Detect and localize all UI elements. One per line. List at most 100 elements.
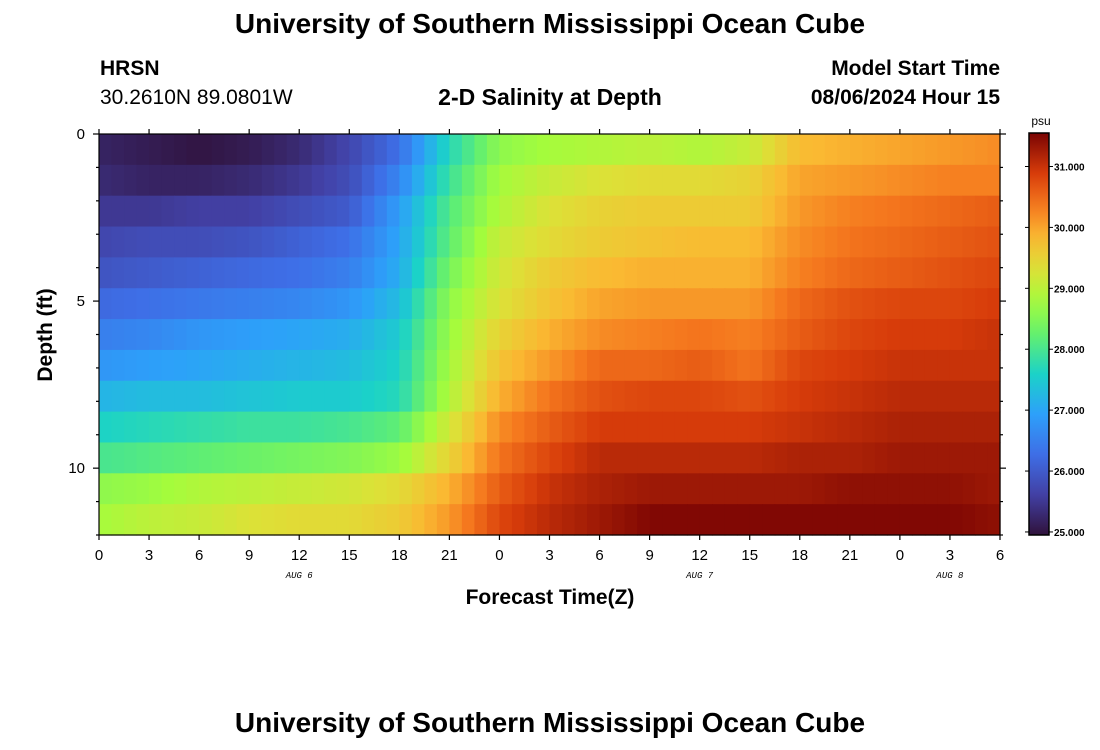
- heatmap-cell: [486, 257, 501, 289]
- heatmap-cell: [699, 288, 713, 320]
- heatmap-cell: [937, 164, 951, 197]
- heatmap-cell: [436, 257, 450, 289]
- heatmap-cell: [111, 349, 125, 382]
- heatmap-cell: [499, 380, 513, 413]
- heatmap-cell: [349, 164, 363, 197]
- heatmap-cell: [349, 134, 363, 166]
- heatmap-cell: [699, 504, 713, 536]
- heatmap-cell: [186, 134, 200, 166]
- heatmap-cell: [587, 257, 601, 289]
- heatmap-cell: [474, 380, 488, 413]
- heatmap-cell: [862, 504, 876, 536]
- heatmap-cell: [236, 411, 250, 444]
- heatmap-cell: [774, 195, 788, 228]
- heatmap-cell: [136, 257, 150, 289]
- heatmap-cell: [374, 349, 388, 382]
- heatmap-cell: [524, 134, 538, 166]
- heatmap-cell: [949, 164, 964, 197]
- heatmap-cell: [762, 257, 776, 289]
- heatmap-cell: [624, 195, 638, 228]
- heatmap-cell: [624, 380, 638, 413]
- heatmap-cell: [124, 195, 138, 228]
- heatmap-cell: [374, 473, 388, 505]
- heatmap-cell: [787, 349, 801, 382]
- heatmap-cell: [449, 349, 463, 382]
- heatmap-cell: [574, 504, 588, 536]
- heatmap-cell: [511, 349, 526, 382]
- heatmap-cell: [574, 164, 588, 197]
- heatmap-cell: [949, 473, 964, 505]
- heatmap-cell: [587, 504, 601, 536]
- heatmap-cell: [236, 319, 250, 351]
- heatmap-cell: [186, 164, 200, 197]
- heatmap-cell: [762, 442, 776, 474]
- heatmap-cell: [436, 504, 450, 536]
- colorbar: psu 25.000 26.000 27.000 28.000 29.000 30.000…: [1025, 114, 1085, 539]
- heatmap-cell: [862, 134, 876, 166]
- heatmap-cell: [224, 288, 238, 320]
- heatmap-cell: [474, 195, 488, 228]
- heatmap-cell: [524, 349, 538, 382]
- heatmap-cell: [174, 226, 188, 258]
- heatmap-cell: [311, 473, 325, 505]
- heatmap-cell: [486, 380, 501, 413]
- heatmap-cell: [211, 380, 225, 413]
- heatmap-cell: [612, 288, 626, 320]
- heatmap-cell: [474, 134, 488, 166]
- heatmap-cell: [386, 411, 400, 444]
- heatmap-cell: [324, 195, 338, 228]
- heatmap-cell: [386, 195, 400, 228]
- heatmap-cell: [424, 195, 438, 228]
- heatmap-cell: [787, 257, 801, 289]
- heatmap-cell: [386, 442, 400, 474]
- x-tick-label: 6: [195, 547, 203, 564]
- heatmap-cell: [599, 473, 613, 505]
- heatmap-cell: [774, 164, 788, 197]
- heatmap-cell: [712, 349, 726, 382]
- heatmap-cell: [737, 380, 751, 413]
- heatmap-cell: [899, 380, 913, 413]
- heatmap-cell: [499, 411, 513, 444]
- heatmap-cell: [549, 226, 563, 258]
- heatmap-cell: [812, 349, 826, 382]
- heatmap-cell: [549, 380, 563, 413]
- heatmap-cell: [749, 349, 763, 382]
- heatmap-cell: [524, 504, 538, 536]
- heatmap-cell: [987, 473, 1001, 505]
- heatmap-cell: [824, 319, 838, 351]
- heatmap-cell: [574, 411, 588, 444]
- heatmap-cell: [424, 411, 438, 444]
- heatmap-cell: [974, 257, 989, 289]
- heatmap-cell: [161, 288, 175, 320]
- heatmap-cell: [161, 411, 175, 444]
- heatmap-cell: [474, 411, 488, 444]
- heatmap-cell: [874, 226, 888, 258]
- heatmap-cell: [649, 195, 663, 228]
- heatmap-cell: [399, 504, 413, 536]
- heatmap-cell: [899, 319, 913, 351]
- x-tick-label: 15: [341, 547, 358, 564]
- heatmap-cell: [261, 164, 275, 197]
- heatmap-cell: [949, 442, 964, 474]
- heatmap-cell: [536, 349, 551, 382]
- heatmap-cell: [712, 504, 726, 536]
- heatmap-cell: [787, 226, 801, 258]
- heatmap-cell: [549, 164, 563, 197]
- heatmap-cell: [949, 257, 964, 289]
- heatmap-cell: [186, 226, 200, 258]
- heatmap-cell: [124, 473, 138, 505]
- heatmap-cell: [174, 164, 188, 197]
- heatmap-cell: [149, 164, 163, 197]
- heatmap-cell: [962, 411, 976, 444]
- heatmap-cell: [912, 319, 926, 351]
- heatmap-cell: [511, 288, 526, 320]
- heatmap-cell: [837, 226, 851, 258]
- heatmap-cell: [612, 195, 626, 228]
- heatmap-cell: [599, 134, 613, 166]
- heatmap-cell: [536, 319, 551, 351]
- heatmap-cell: [562, 380, 576, 413]
- heatmap-cell: [562, 164, 576, 197]
- heatmap-cell: [637, 257, 651, 289]
- heatmap-cell: [299, 257, 313, 289]
- heatmap-cell: [949, 411, 964, 444]
